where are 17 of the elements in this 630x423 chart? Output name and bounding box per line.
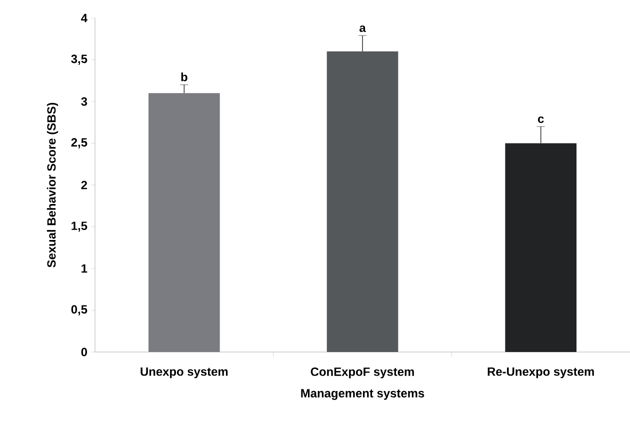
y-axis-title: Sexual Behavior Score (SBS) <box>46 102 58 268</box>
y-tick-label: 1,5 <box>72 222 88 232</box>
y-tick-label: 0,5 <box>71 305 88 316</box>
y-tick-label: 0 <box>81 348 87 356</box>
x-axis-title: Management systems <box>301 389 424 400</box>
y-tick-label: 1 <box>82 264 88 273</box>
y-tick-label: 4 <box>81 14 88 22</box>
x-tick-label: Unexpo system <box>140 367 228 378</box>
x-tick-label: Re-Unexpo system <box>488 367 594 378</box>
y-tick-label: 2 <box>81 180 88 190</box>
y-tick-label: 2,5 <box>71 138 88 148</box>
y-tick-label: 3,5 <box>71 54 88 65</box>
annotation: a <box>360 25 366 32</box>
x-tick-label: ConExpoF system <box>310 367 414 378</box>
annotation: c <box>538 116 544 124</box>
annotation: b <box>181 72 188 82</box>
y-tick-label: 3 <box>81 97 88 106</box>
